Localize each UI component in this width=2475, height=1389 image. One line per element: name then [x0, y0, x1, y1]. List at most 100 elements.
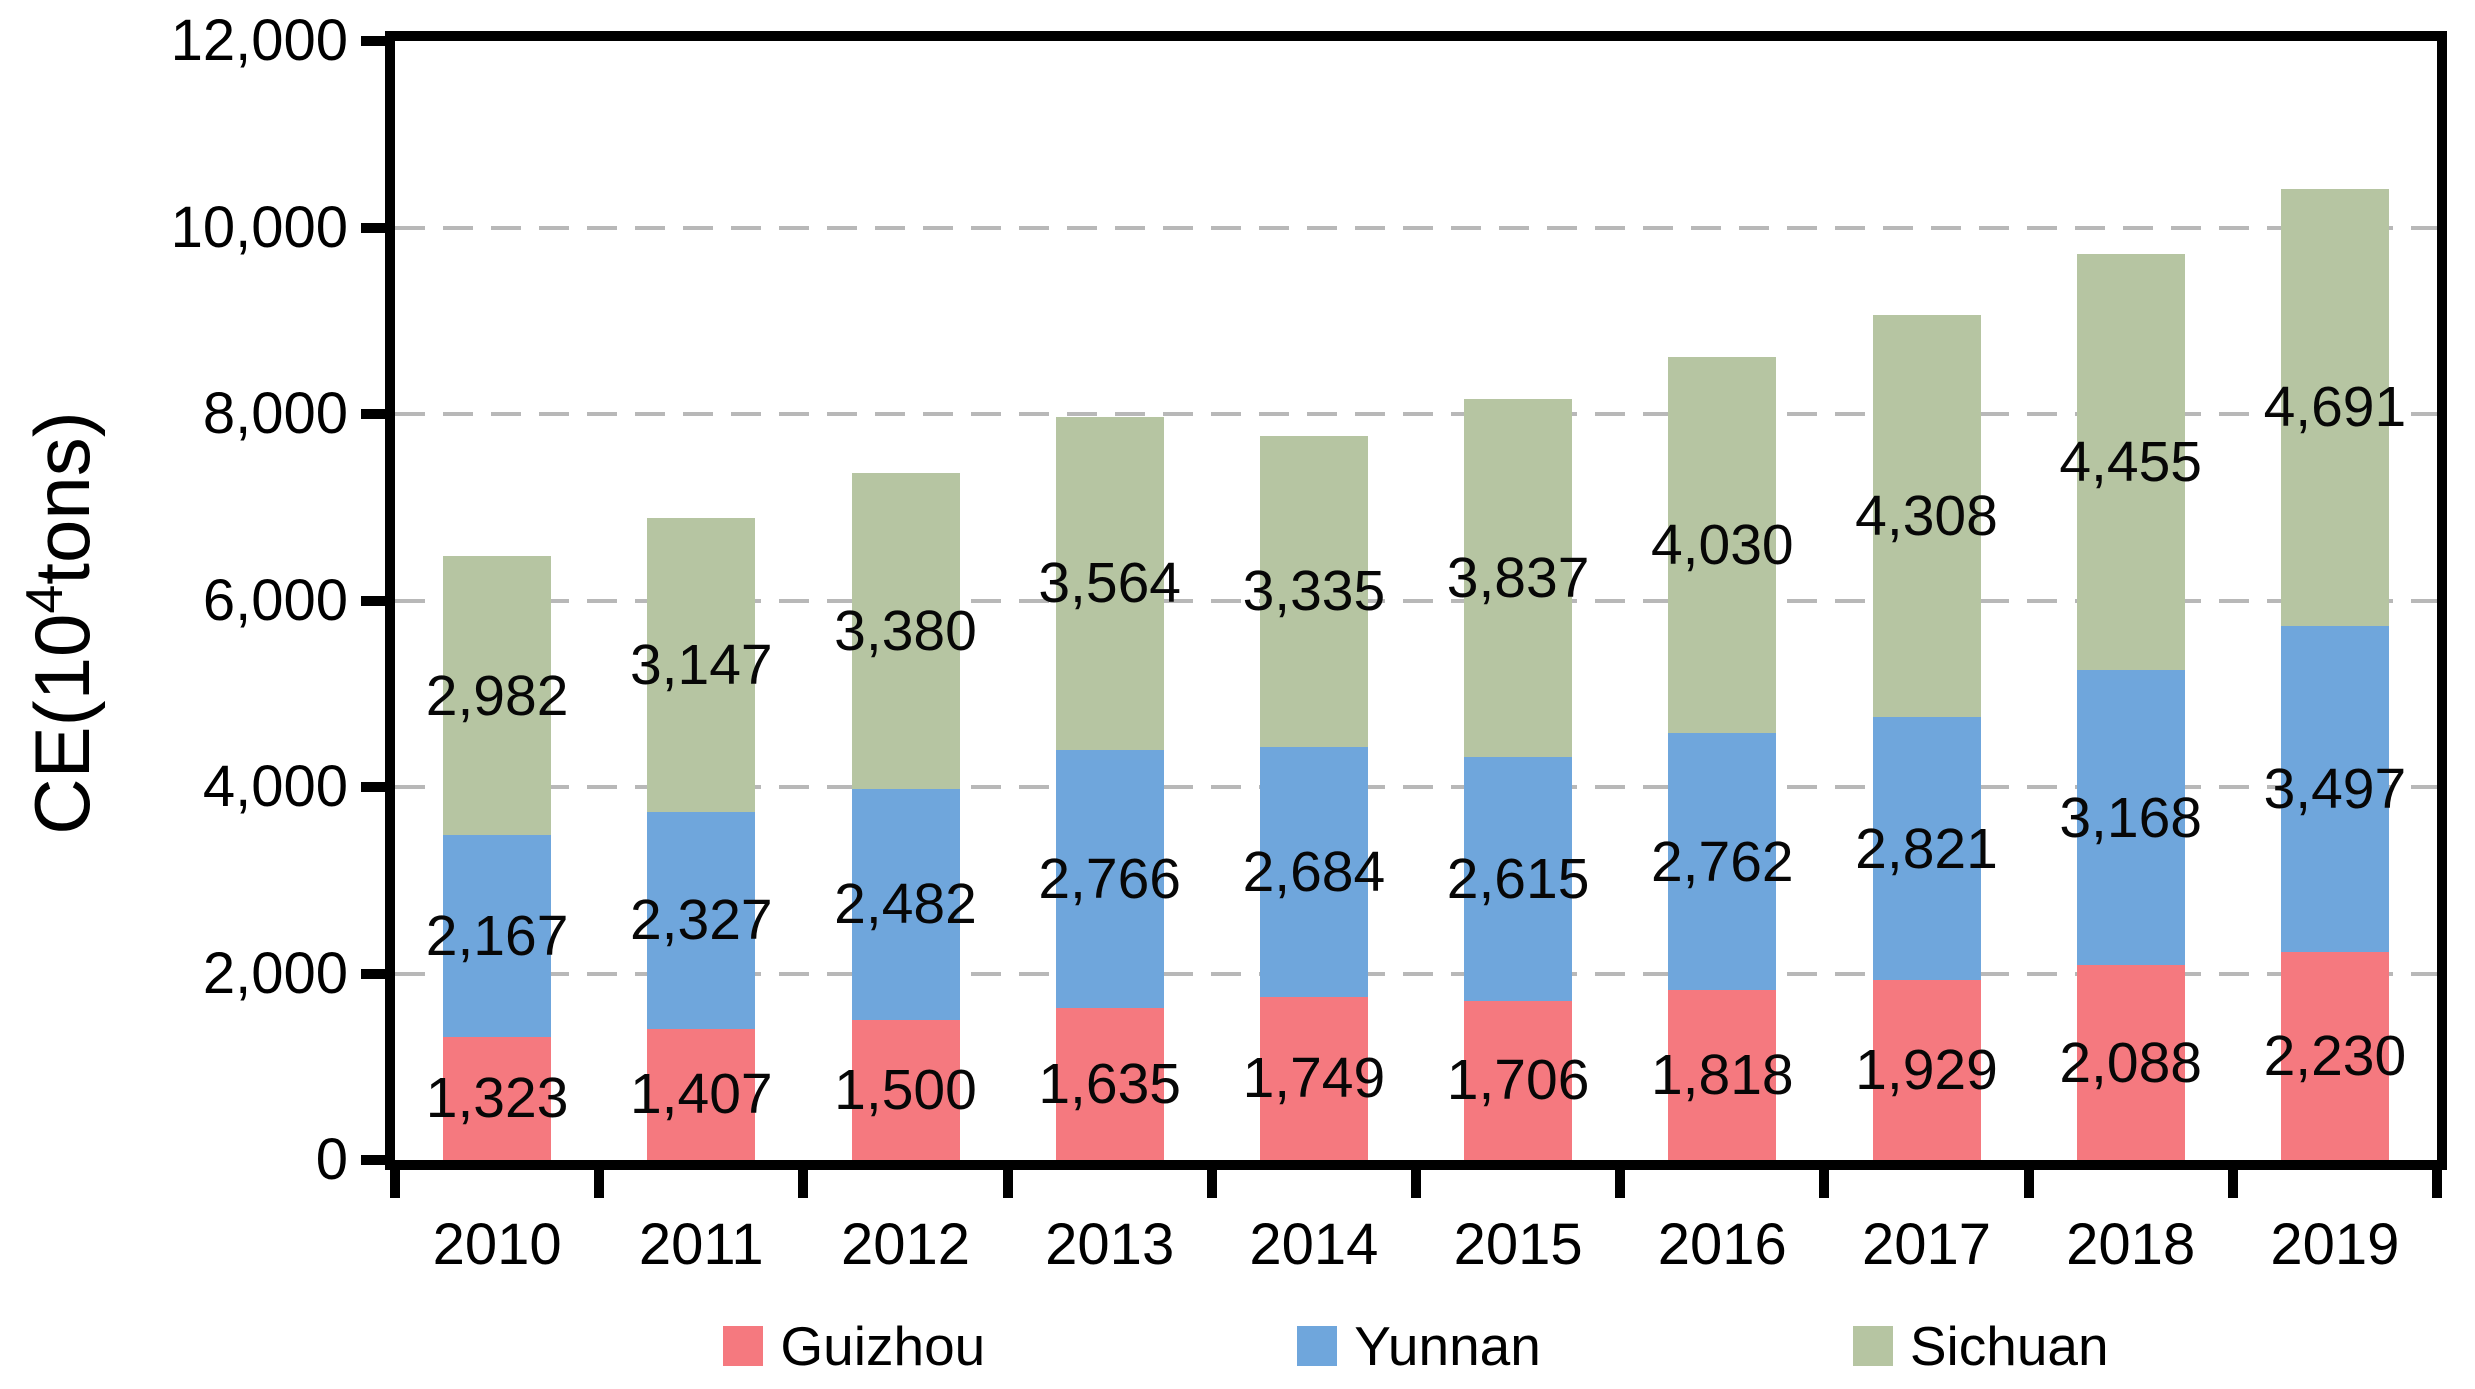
value-label-yunnan-2010: 2,167 [425, 903, 569, 968]
y-tick-label: 8,000 [202, 381, 348, 446]
bar-segment-guizhou-2018 [2076, 965, 2185, 1160]
y-axis-tick [361, 409, 385, 419]
bar-segment-guizhou-2015 [1464, 1000, 1573, 1160]
value-label-guizhou-2012: 1,500 [834, 1058, 977, 1123]
bar-segment-guizhou-2014 [1259, 996, 1368, 1160]
y-axis-title-prefix: CE(10 [18, 613, 106, 835]
x-tick-label-2017: 2017 [1861, 1212, 1991, 1277]
value-label-yunnan-2017: 2,821 [1855, 816, 1998, 881]
bar-segment-yunnan-2017 [1872, 717, 1981, 981]
value-label-sichuan-2010: 2,982 [425, 663, 569, 728]
value-label-yunnan-2015: 2,615 [1446, 846, 1590, 911]
x-tick-label-2013: 2013 [1045, 1212, 1175, 1277]
y-axis-tick [361, 595, 385, 606]
bar-segment-yunnan-2019 [2280, 625, 2389, 953]
x-axis-tick [1206, 1168, 1217, 1198]
legend-marker-sichuan [1852, 1326, 1893, 1366]
y-axis-tick [361, 222, 385, 233]
value-label-sichuan-2012: 3,380 [834, 599, 977, 664]
value-label-sichuan-2016: 4,030 [1650, 513, 1794, 578]
y-axis-title-superscript: 4 [16, 584, 74, 614]
x-tick-label-2015: 2015 [1453, 1212, 1583, 1277]
value-label-guizhou-2015: 1,706 [1446, 1048, 1590, 1113]
bar-segment-guizhou-2017 [1872, 980, 1981, 1160]
bar-segment-sichuan-2016 [1668, 357, 1777, 733]
value-label-yunnan-2019: 3,497 [2263, 757, 2407, 821]
bar-segment-sichuan-2017 [1872, 315, 1981, 718]
x-axis-tick [1819, 1168, 1830, 1198]
x-axis-tick [2432, 1168, 2442, 1198]
bar-segment-guizhou-2013 [1055, 1007, 1164, 1160]
y-axis-tick [361, 36, 385, 46]
x-axis-tick [2023, 1168, 2034, 1198]
value-label-guizhou-2013: 1,635 [1038, 1051, 1181, 1116]
y-tick-label: 0 [315, 1127, 348, 1192]
value-label-sichuan-2015: 3,837 [1446, 546, 1590, 611]
gridline [395, 225, 2437, 230]
bar-segment-yunnan-2018 [2076, 669, 2185, 966]
bar-segment-sichuan-2011 [647, 518, 756, 812]
legend-item-yunnan: Yunnan [1297, 1314, 1541, 1378]
value-label-guizhou-2017: 1,929 [1855, 1038, 1998, 1103]
bar-segment-yunnan-2013 [1055, 749, 1164, 1008]
value-label-guizhou-2018: 2,088 [2059, 1030, 2202, 1095]
y-axis-tick [361, 782, 385, 792]
gridline [395, 785, 2437, 789]
bar-segment-sichuan-2010 [443, 556, 552, 835]
y-tick-label: 4,000 [202, 754, 348, 819]
bar-segment-yunnan-2015 [1464, 757, 1573, 1001]
bar-segment-guizhou-2016 [1668, 990, 1777, 1160]
value-label-yunnan-2012: 2,482 [834, 872, 977, 937]
bar-segment-guizhou-2011 [647, 1028, 756, 1160]
value-label-sichuan-2013: 3,564 [1038, 551, 1181, 616]
bar-segment-guizhou-2019 [2280, 952, 2389, 1160]
x-tick-label-2019: 2019 [2270, 1212, 2400, 1277]
y-tick-label: 12,000 [170, 8, 348, 73]
value-label-yunnan-2018: 3,168 [2059, 785, 2202, 850]
bar-segment-sichuan-2019 [2280, 188, 2389, 626]
value-label-guizhou-2019: 2,230 [2263, 1024, 2407, 1089]
value-label-yunnan-2014: 2,684 [1242, 839, 1386, 904]
bar-segment-guizhou-2010 [443, 1036, 552, 1160]
legend-label-sichuan: Sichuan [1909, 1315, 2109, 1377]
legend-marker-guizhou [723, 1326, 764, 1366]
y-tick-label: 6,000 [202, 567, 348, 633]
value-label-yunnan-2016: 2,762 [1650, 829, 1794, 894]
x-tick-label-2011: 2011 [638, 1212, 764, 1277]
value-label-guizhou-2014: 1,749 [1242, 1046, 1386, 1111]
bar-segment-sichuan-2015 [1464, 399, 1573, 758]
y-axis-title: CE(104tons) [7, 313, 117, 933]
bar-segment-yunnan-2012 [851, 788, 960, 1021]
x-axis-tick [390, 1168, 400, 1198]
bar-segment-yunnan-2011 [647, 811, 756, 1029]
gridline [395, 598, 2437, 603]
x-tick-label-2014: 2014 [1249, 1212, 1379, 1277]
value-label-sichuan-2017: 4,308 [1855, 484, 1998, 549]
value-label-guizhou-2011: 1,407 [629, 1062, 773, 1127]
x-axis-tick [798, 1168, 809, 1198]
legend-label-guizhou: Guizhou [780, 1315, 986, 1377]
x-axis-tick [1411, 1168, 1421, 1198]
legend: Guizhou Yunnan Sichuan [390, 1314, 2442, 1378]
legend-label-yunnan: Yunnan [1354, 1315, 1541, 1377]
legend-item-guizhou: Guizhou [723, 1314, 985, 1378]
y-axis-tick [361, 968, 385, 979]
x-axis-tick [2227, 1168, 2238, 1198]
x-axis-tick [1002, 1168, 1013, 1198]
value-label-sichuan-2019: 4,691 [2263, 375, 2407, 440]
bar-segment-yunnan-2016 [1668, 732, 1777, 991]
y-axis-tick [361, 1155, 385, 1165]
bar-segment-guizhou-2012 [851, 1020, 960, 1160]
value-label-yunnan-2013: 2,766 [1038, 846, 1181, 911]
value-label-sichuan-2014: 3,335 [1242, 559, 1386, 624]
value-label-guizhou-2016: 1,818 [1650, 1043, 1794, 1108]
y-tick-label: 2,000 [202, 940, 348, 1006]
bar-segment-yunnan-2014 [1259, 746, 1368, 997]
x-tick-label-2010: 2010 [432, 1212, 562, 1277]
bar-segment-sichuan-2014 [1259, 435, 1368, 747]
bar-segment-yunnan-2010 [443, 834, 552, 1037]
value-label-sichuan-2011: 3,147 [629, 633, 773, 698]
x-tick-label-2016: 2016 [1657, 1212, 1787, 1277]
bar-segment-sichuan-2013 [1055, 417, 1164, 750]
